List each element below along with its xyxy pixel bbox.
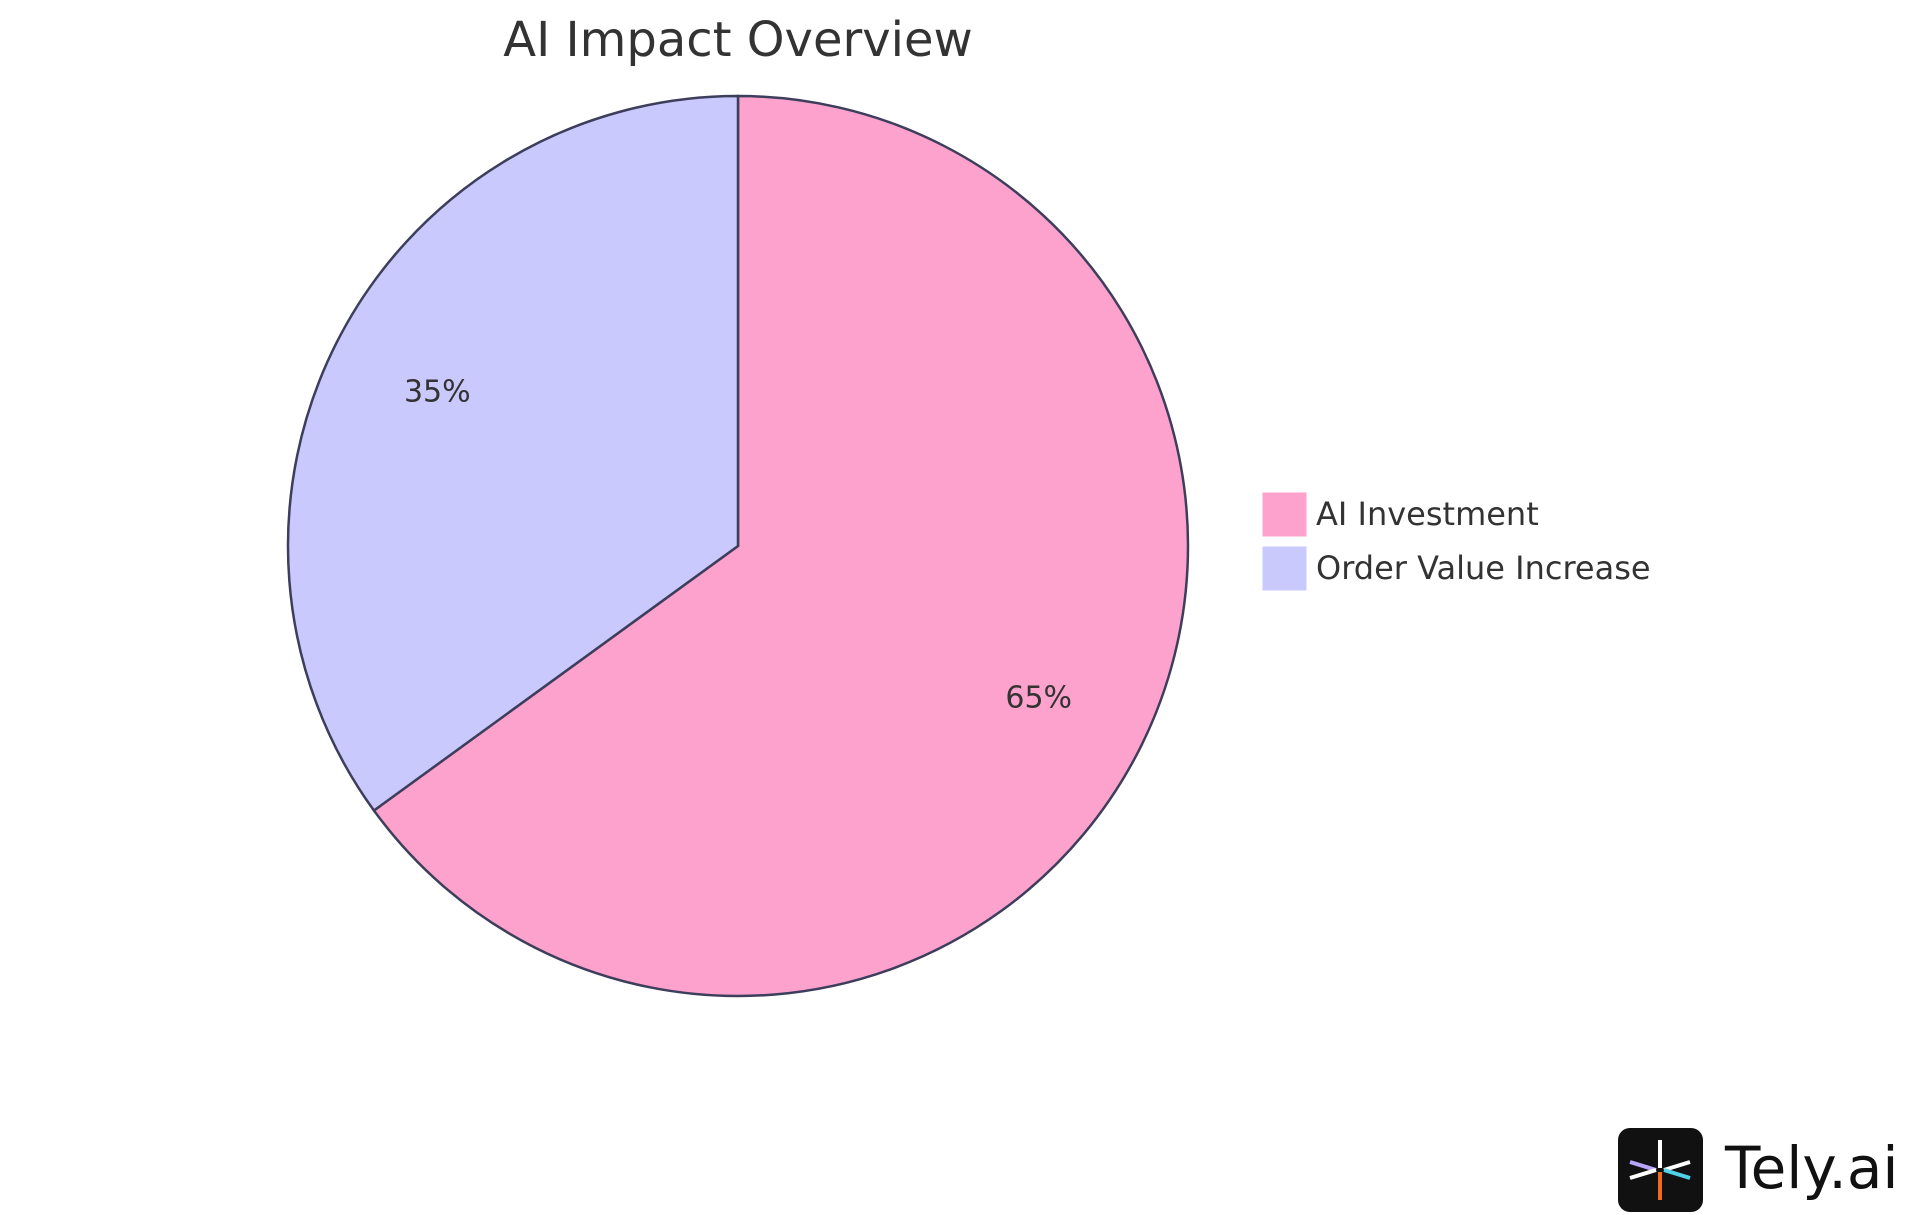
logo-text: Tely.ai bbox=[1724, 1134, 1899, 1202]
legend-label: Order Value Increase bbox=[1316, 549, 1651, 587]
logo-stroke bbox=[1629, 1160, 1657, 1172]
logo-stroke bbox=[1663, 1160, 1691, 1172]
logo-icon bbox=[1618, 1128, 1703, 1212]
pie-slice bbox=[286, 94, 740, 813]
chart-title: AI Impact Overview bbox=[503, 12, 973, 68]
pie-slice bbox=[372, 94, 1190, 998]
legend-swatch bbox=[1261, 491, 1308, 538]
legend-label: AI Investment bbox=[1316, 495, 1539, 533]
legend-swatch bbox=[1261, 545, 1308, 592]
logo: Tely.ai bbox=[1618, 1128, 1899, 1212]
logo-stroke bbox=[1663, 1168, 1691, 1180]
slice-label: 35% bbox=[404, 374, 471, 409]
logo-stroke bbox=[1629, 1168, 1657, 1180]
slice-label: 65% bbox=[1005, 681, 1072, 716]
